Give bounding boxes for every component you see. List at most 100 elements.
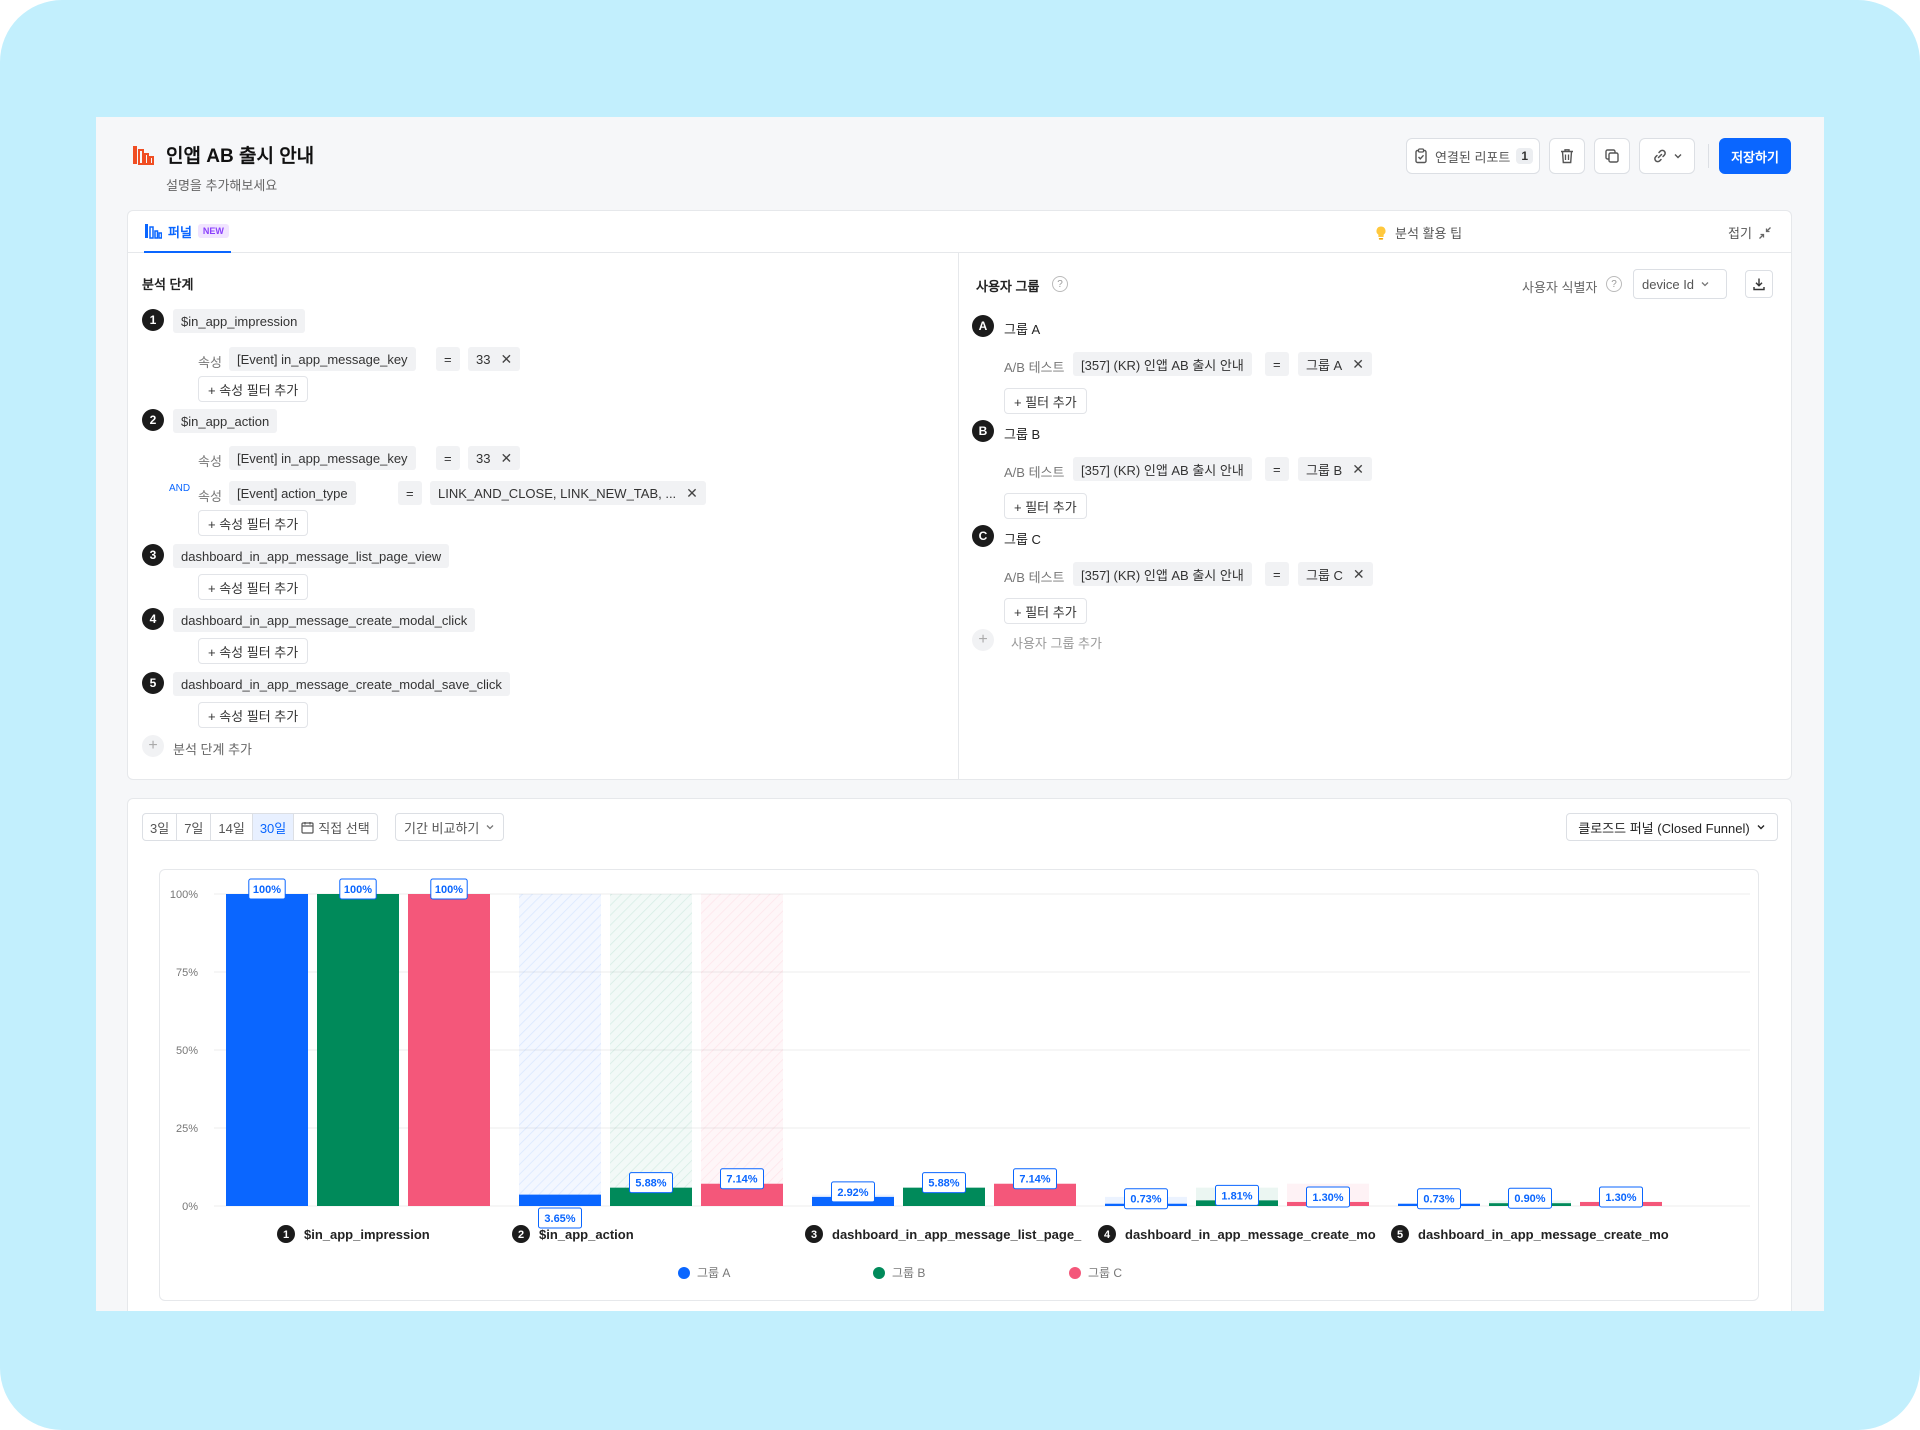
range-14d[interactable]: 14일 <box>211 814 253 840</box>
filter-operator-chip[interactable]: = <box>1265 457 1289 481</box>
custom-range-button[interactable]: 직접 선택 <box>294 814 376 840</box>
add-group-button[interactable]: 사용자 그룹 추가 <box>1011 636 1102 651</box>
close-icon[interactable]: ✕ <box>686 484 698 501</box>
add-attr-filter-button[interactable]: + 속성 필터 추가 <box>198 510 309 536</box>
funnel-bar[interactable] <box>226 894 308 1206</box>
close-icon[interactable]: ✕ <box>1352 355 1364 372</box>
step-number: 3 <box>811 1229 817 1241</box>
step-event-chip[interactable]: $in_app_impression <box>173 309 306 333</box>
filter-property-chip[interactable]: [Event] in_app_message_key <box>229 446 416 470</box>
download-button[interactable] <box>1745 270 1773 298</box>
linked-report-button[interactable]: 연결된 리포트 1 <box>1406 138 1540 174</box>
filter-property-chip[interactable]: [Event] action_type <box>229 481 356 505</box>
collapse-button[interactable]: 접기 <box>1728 223 1772 242</box>
funnel-type-select[interactable]: 클로즈드 퍼널 (Closed Funnel) <box>1566 813 1778 841</box>
abtest-label: A/B 테스트 <box>1004 360 1065 375</box>
filter-operator-chip[interactable]: = <box>436 446 460 470</box>
lightbulb-icon <box>1376 225 1386 240</box>
analysis-tips-link[interactable]: 분석 활용 팁 <box>1373 223 1462 242</box>
step-event-chip[interactable]: dashboard_in_app_message_create_modal_cl… <box>173 608 476 632</box>
date-range-segment: 3일 7일 14일 30일 직접 선택 <box>142 813 378 841</box>
add-filter-button[interactable]: + 필터 추가 <box>1004 388 1087 414</box>
compare-period-select[interactable]: 기간 비교하기 <box>395 813 505 841</box>
and-connector[interactable]: AND <box>169 483 191 494</box>
step-number: 5 <box>1397 1229 1403 1241</box>
range-30d[interactable]: 30일 <box>252 814 295 840</box>
funnel-bar[interactable] <box>317 894 399 1206</box>
abtest-chip[interactable]: [357] (KR) 인앱 AB 출시 안내 <box>1073 352 1252 376</box>
filter-property-chip[interactable]: [Event] in_app_message_key <box>229 347 416 371</box>
help-icon[interactable]: ? <box>1052 276 1068 292</box>
group-value-text: 그룹 B <box>1306 462 1343 478</box>
delete-button[interactable] <box>1549 138 1585 174</box>
abtest-chip[interactable]: [357] (KR) 인앱 AB 출시 안내 <box>1073 562 1252 586</box>
new-badge: NEW <box>197 224 229 238</box>
funnel-bar[interactable] <box>408 894 490 1206</box>
step-number-badge <box>805 1225 823 1243</box>
funnel-bar[interactable] <box>994 1183 1076 1206</box>
add-attr-filter-button[interactable]: + 속성 필터 추가 <box>198 702 309 728</box>
x-category-label: dashboard_in_app_message_create_mo <box>1125 1227 1376 1242</box>
funnel-bar[interactable] <box>519 1194 601 1206</box>
filter-operator-chip[interactable]: = <box>1265 352 1289 376</box>
filter-value-text: LINK_AND_CLOSE, LINK_NEW_TAB, ... <box>438 485 677 501</box>
step-number: 5 <box>142 672 164 694</box>
legend-label[interactable]: 그룹 B <box>892 1266 925 1280</box>
data-label: 3.65% <box>544 1213 575 1225</box>
close-icon[interactable]: ✕ <box>1352 460 1364 477</box>
add-group-icon[interactable]: + <box>972 629 994 651</box>
data-label: 100% <box>435 884 463 896</box>
filter-value-chip[interactable]: LINK_AND_CLOSE, LINK_NEW_TAB, ... ✕ <box>430 481 706 505</box>
add-step-button[interactable]: 분석 단계 추가 <box>173 742 252 757</box>
add-filter-button[interactable]: + 필터 추가 <box>1004 598 1087 624</box>
share-link-button[interactable] <box>1639 138 1695 174</box>
group-value-chip[interactable]: 그룹 B ✕ <box>1298 457 1372 481</box>
close-icon[interactable]: ✕ <box>1352 565 1365 582</box>
add-filter-button[interactable]: + 필터 추가 <box>1004 493 1087 519</box>
data-label: 7.14% <box>1019 1174 1050 1186</box>
help-icon[interactable]: ? <box>1606 276 1622 292</box>
duplicate-button[interactable] <box>1594 138 1630 174</box>
step-event-chip[interactable]: $in_app_action <box>173 409 278 433</box>
group-name[interactable]: 그룹 B <box>1004 427 1041 442</box>
step-event-chip[interactable]: dashboard_in_app_message_create_modal_sa… <box>173 672 510 696</box>
funnel-chart-icon <box>133 146 154 165</box>
add-attr-filter-button[interactable]: + 속성 필터 추가 <box>198 376 309 402</box>
abtest-chip[interactable]: [357] (KR) 인앱 AB 출시 안내 <box>1073 457 1252 481</box>
close-icon[interactable]: ✕ <box>500 350 513 367</box>
page-description[interactable]: 설명을 추가해보세요 <box>166 178 278 193</box>
step-event-chip[interactable]: dashboard_in_app_message_list_page_view <box>173 544 450 568</box>
page-title[interactable]: 인앱 AB 출시 안내 <box>166 146 315 167</box>
filter-value-chip[interactable]: 33 ✕ <box>468 446 521 470</box>
step-number: 1 <box>283 1229 289 1241</box>
add-attr-filter-button[interactable]: + 속성 필터 추가 <box>198 638 309 664</box>
range-3d[interactable]: 3일 <box>143 814 178 840</box>
save-button[interactable]: 저장하기 <box>1719 138 1791 174</box>
legend-label[interactable]: 그룹 C <box>1088 1266 1122 1280</box>
data-label: 100% <box>253 884 281 896</box>
collapse-label: 접기 <box>1728 226 1752 241</box>
close-icon[interactable]: ✕ <box>500 449 513 466</box>
add-step-icon[interactable]: + <box>142 735 164 757</box>
dropoff-area <box>701 894 783 1184</box>
funnel-bar[interactable] <box>701 1183 783 1206</box>
filter-operator-chip[interactable]: = <box>1265 562 1289 586</box>
attr-label: 속성 <box>198 489 222 504</box>
dropoff-area <box>610 894 692 1188</box>
step-number: 1 <box>142 309 164 331</box>
group-value-chip[interactable]: 그룹 C ✕ <box>1298 562 1373 586</box>
tab-funnel[interactable]: 퍼널 NEW <box>144 211 231 253</box>
group-name[interactable]: 그룹 C <box>1004 532 1041 547</box>
filter-operator-chip[interactable]: = <box>398 481 422 505</box>
data-label-box <box>1306 1186 1350 1208</box>
range-7d[interactable]: 7일 <box>177 814 212 840</box>
group-value-text: 그룹 C <box>1306 567 1343 583</box>
filter-value-chip[interactable]: 33 ✕ <box>468 347 521 371</box>
identifier-select[interactable]: device Id <box>1633 269 1727 299</box>
filter-operator-chip[interactable]: = <box>436 347 460 371</box>
legend-label[interactable]: 그룹 A <box>697 1266 730 1280</box>
add-attr-filter-button[interactable]: + 속성 필터 추가 <box>198 574 309 600</box>
group-value-chip[interactable]: 그룹 A ✕ <box>1298 352 1372 376</box>
group-name[interactable]: 그룹 A <box>1004 322 1041 337</box>
filter-value-text: 33 <box>476 351 491 367</box>
